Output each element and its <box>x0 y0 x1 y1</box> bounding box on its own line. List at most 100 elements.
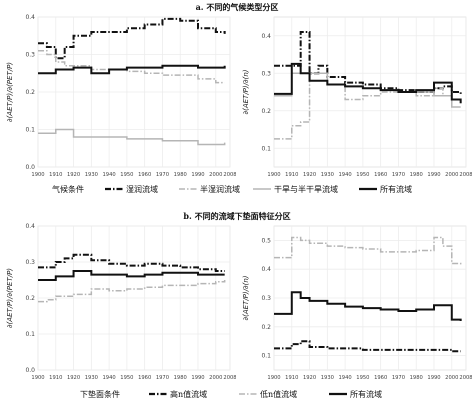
series-dash-dot <box>274 31 462 96</box>
series-dash-dot <box>274 340 461 353</box>
x-tick-label: 2000 <box>209 375 222 381</box>
x-tick-label: 1950 <box>120 172 133 178</box>
chart-a1-climate-pet: 0.0 0.1 0.2 0.3 0.4 1900 1910 1920 1930 1940 1950 1… <box>6 14 236 178</box>
series-solid-black <box>38 270 225 281</box>
section-b-title: b. 不同的流域下垫面特征分区 <box>183 211 291 221</box>
y-axis-label: ∂(AET/P)/∂(n) <box>242 275 250 320</box>
x-tick-label: 1970 <box>392 375 405 381</box>
series-dash-dot-gray <box>274 72 462 140</box>
x-tick-label: 1920 <box>67 172 80 178</box>
legend-climate-title: 气候条件 <box>52 185 84 194</box>
x-tick-label: 1990 <box>191 172 204 178</box>
legend-swatch-solid-black <box>329 392 347 396</box>
legend-label-humid: 湿润流域 <box>126 185 158 194</box>
y-tick-label: 0.1 <box>261 353 271 360</box>
legend-swatch-dash-dot-gray <box>179 188 197 190</box>
x-tick-label: 1930 <box>321 375 334 381</box>
legend-label-low-n: 低n值流域 <box>260 390 298 399</box>
x-tick-label: 2008 <box>223 172 236 178</box>
y-tick-label: 0.3 <box>261 295 271 302</box>
series-solid-black <box>274 291 462 322</box>
y-tick-label: 0.2 <box>261 324 271 331</box>
legend-swatch-dash-dot <box>105 187 123 191</box>
x-tick-label: 1970 <box>392 172 405 178</box>
x-tick-label: 1920 <box>303 375 316 381</box>
x-tick-label: 1960 <box>138 375 151 381</box>
y-tick-label: 0.4 <box>261 33 271 40</box>
x-tick-label: 1960 <box>374 375 387 381</box>
x-tick-label: 1940 <box>103 375 116 381</box>
series-dash-dot <box>38 253 225 272</box>
x-tick-label: 1900 <box>31 172 44 178</box>
x-tick-label: 1970 <box>156 375 169 381</box>
x-tick-label: 1980 <box>410 375 423 381</box>
x-tick-label: 1930 <box>85 172 98 178</box>
x-tick-label: 1990 <box>427 172 440 178</box>
x-tick-label: 1960 <box>374 172 387 178</box>
y-tick-label: 0.3 <box>261 70 271 77</box>
x-tick-label: 1940 <box>103 172 116 178</box>
legend-swatch-dash-dot-gray <box>239 393 257 395</box>
x-tick-label: 1900 <box>31 375 44 381</box>
plot-area <box>273 16 467 168</box>
y-tick-label: 0.2 <box>261 108 271 115</box>
legend-swatch-dash-dot <box>149 392 167 396</box>
y-tick-label: 0.4 <box>25 14 35 21</box>
x-tick-label: 1920 <box>67 375 80 381</box>
x-tick-label: 2008 <box>223 375 236 381</box>
y-axis-label: ∂(AET/P)/∂(n) <box>242 69 250 114</box>
chart-a2-climate-n: 0.1 0.2 0.3 0.4 1900 1910 1920 1930 1940 1950 1960… <box>242 16 472 178</box>
legend-label-high-n: 高n值流域 <box>170 390 208 399</box>
x-tick-label: 1990 <box>191 375 204 381</box>
chart-b2-surface-n: 0.1 0.2 0.3 0.4 0.5 1900 1910 1920 1930 1940 1950 1… <box>242 225 472 381</box>
legend-label-all-a: 所有流域 <box>380 185 412 194</box>
x-tick-label: 1940 <box>339 375 352 381</box>
x-tick-label: 1920 <box>303 172 316 178</box>
y-tick-label: 0.0 <box>25 164 35 171</box>
y-tick-label: 0.1 <box>25 331 35 338</box>
y-tick-label: 0.3 <box>25 52 35 59</box>
section-a-title: a. 不同的气候类型分区 <box>195 2 279 12</box>
series-dash-dot-gray <box>38 280 226 303</box>
legend-label-all-b: 所有流域 <box>350 390 382 399</box>
x-tick-label: 1930 <box>85 375 98 381</box>
legend-climate: 气候条件 湿润流域 半湿润流域 干旱与半干旱流域 所有流域 <box>0 182 474 196</box>
x-tick-label: 1900 <box>267 172 280 178</box>
x-tick-label: 1910 <box>285 375 298 381</box>
y-tick-label: 0.2 <box>25 89 35 96</box>
legend-surface: 下垫面条件 高n值流域 低n值流域 所有流域 <box>0 387 474 401</box>
x-tick-label: 2008 <box>459 172 472 178</box>
x-tick-label: 1950 <box>356 375 369 381</box>
x-tick-label: 2000 <box>209 172 222 178</box>
x-tick-label: 1910 <box>49 172 62 178</box>
legend-swatch-solid-gray <box>253 188 271 190</box>
x-tick-label: 1980 <box>174 172 187 178</box>
x-tick-label: 1950 <box>356 172 369 178</box>
x-tick-label: 1900 <box>267 375 280 381</box>
y-tick-label: 0.2 <box>25 295 35 302</box>
y-tick-label: 0.5 <box>261 237 271 244</box>
x-tick-label: 1980 <box>174 375 187 381</box>
y-tick-label: 0.1 <box>25 127 35 134</box>
x-tick-label: 1910 <box>49 375 62 381</box>
series-dash-dot <box>38 17 226 60</box>
x-tick-label: 2000 <box>445 375 458 381</box>
x-tick-label: 1940 <box>339 172 352 178</box>
legend-surface-title: 下垫面条件 <box>80 390 120 399</box>
legend-label-semi-humid: 半湿润流域 <box>200 185 240 194</box>
series-solid-black <box>274 62 462 104</box>
legend-label-arid: 干旱与半干旱流域 <box>274 185 338 194</box>
y-tick-label: 0.1 <box>261 145 271 152</box>
series-solid-black <box>38 64 226 75</box>
y-tick-label: 0.4 <box>25 223 35 230</box>
y-axis-label: ∂(AET/P)/∂(PET/P) <box>6 268 14 328</box>
x-tick-label: 1990 <box>427 375 440 381</box>
y-tick-label: 0.3 <box>25 259 35 266</box>
x-tick-label: 1910 <box>285 172 298 178</box>
x-tick-label: 1970 <box>156 172 169 178</box>
x-tick-label: 2000 <box>445 172 458 178</box>
x-tick-label: 1960 <box>138 172 151 178</box>
series-solid-gray <box>38 128 226 146</box>
legend-swatch-solid-black <box>359 187 377 191</box>
y-tick-label: 0.0 <box>25 367 35 374</box>
